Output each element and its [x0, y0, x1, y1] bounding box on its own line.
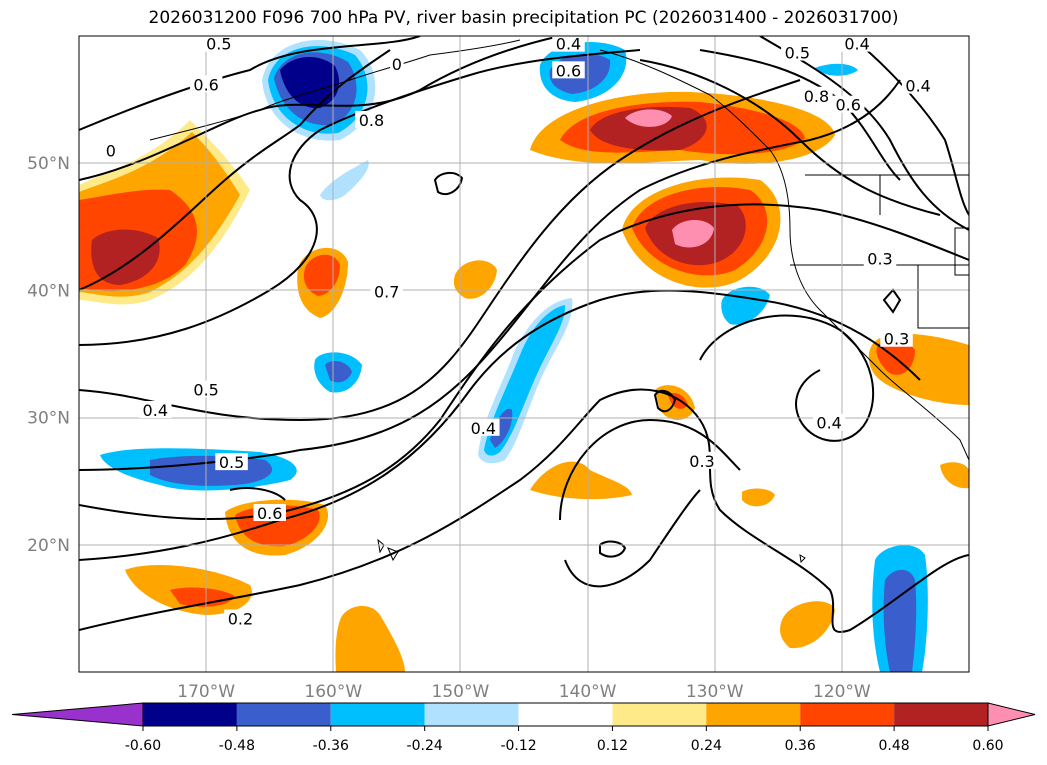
precip-shading [79, 40, 969, 672]
contour-label: 0.8 [359, 111, 384, 130]
contour-label: 0.6 [835, 96, 860, 115]
contour-label-bg [202, 36, 236, 52]
colorbar: -0.60 -0.48 -0.36 -0.24 -0.12 0.12 0.24 0.36 0.4… [11, 702, 1036, 754]
contour-label-bg [253, 504, 286, 521]
contour-label: 0.8 [804, 87, 829, 106]
contour-label: 0.6 [257, 504, 282, 523]
contour-label-bg [370, 282, 403, 300]
lon-tick-label: 140°W [559, 682, 617, 702]
lat-tick-label: 30°N [27, 409, 70, 429]
colorbar-frame [142, 702, 989, 727]
contour-label-bg [355, 110, 388, 128]
colorbar-tick-label: 0.60 [972, 738, 1003, 754]
lon-tick-label: 120°W [813, 682, 871, 702]
contour-label: 0.6 [193, 75, 218, 94]
contour-label: 0.7 [374, 283, 399, 302]
colorbar-tick-label: 0.48 [879, 738, 910, 754]
contour-label-bg [901, 76, 935, 94]
colorbar-segment [236, 703, 331, 726]
coastlines [149, 39, 969, 564]
contour-label-bg [880, 329, 913, 347]
lat-tick-label: 50°N [27, 154, 70, 174]
plot-frame [78, 35, 970, 673]
contour-label: 0.4 [905, 77, 930, 96]
contour-label-bg [189, 75, 223, 93]
contour-label: 0.5 [785, 44, 810, 63]
contour-label-bg [224, 609, 257, 627]
colorbar-tick-label: 0.36 [785, 738, 816, 754]
lon-tick-label: 130°W [686, 682, 744, 702]
colorbar-segment [330, 703, 425, 726]
latitude-labels: 20°N 30°N 40°N 50°N [27, 154, 70, 556]
lon-tick-label: 150°W [432, 682, 490, 702]
contour-label: 0 [106, 141, 116, 160]
contour-label-bg [189, 380, 223, 398]
colorbar-segment [424, 703, 519, 726]
colorbar-segment [706, 703, 801, 726]
contour-label-bg [390, 54, 404, 72]
lat-tick-label: 40°N [27, 281, 70, 301]
contour-label-bg [215, 453, 248, 471]
contour-label-bg [552, 61, 585, 79]
lon-tick-label: 170°W [177, 682, 235, 702]
contour-label-bg [467, 418, 500, 436]
colorbar-extend-high [987, 702, 1036, 727]
contour-label-bg [863, 249, 897, 267]
colorbar-extend-low [11, 702, 144, 727]
contour-label: 0.3 [689, 452, 714, 471]
contour-label-bg [800, 86, 833, 104]
contour-label: 0.2 [228, 610, 253, 629]
colorbar-segment [518, 703, 613, 726]
contour-label: 0.4 [844, 35, 869, 54]
colorbar-segment [612, 703, 707, 726]
map-title: 2026031200 F096 700 hPa PV, river basin … [148, 8, 899, 28]
colorbar-tick-label: -0.48 [219, 738, 255, 754]
lat-tick-label: 20°N [27, 536, 70, 556]
contour-label-bg [552, 36, 585, 52]
contour-label-bg [104, 141, 118, 159]
contour-label: 0.4 [556, 35, 581, 54]
contour-label: 0.4 [471, 419, 496, 438]
contour-label: 0.6 [556, 61, 581, 80]
contour-labels: 0.5 0.6 0 0.8 0.4 0.6 0.5 0.4 0.8 0.6 0.4 0 0.7 0.3 0.… [104, 35, 935, 629]
contour-label: 0.5 [206, 35, 231, 54]
colorbar-tick-label: -0.36 [313, 738, 349, 754]
contour-label: 0.5 [219, 453, 244, 472]
contour-label-bg [840, 36, 874, 52]
colorbar-segment [143, 703, 237, 726]
contour-label: 0 [392, 55, 402, 74]
colorbar-tick-label: 0.12 [597, 738, 628, 754]
contour-label: 0.3 [884, 330, 909, 349]
contour-label: 0.3 [867, 250, 892, 269]
contour-label-bg [831, 95, 865, 113]
contour-label-bg [781, 43, 814, 61]
colorbar-tick-label: -0.60 [125, 738, 161, 754]
contour-label-bg [685, 451, 719, 469]
contour-label-bg [812, 413, 846, 431]
colorbar-segment [894, 703, 988, 726]
contour-label-bg [139, 400, 172, 418]
contour-label: 0.4 [143, 401, 168, 420]
contour-label: 0.5 [193, 381, 218, 400]
lon-tick-label: 160°W [304, 682, 362, 702]
colorbar-tick-label: -0.24 [407, 738, 443, 754]
longitude-labels: 170°W 160°W 150°W 140°W 130°W 120°W [177, 682, 871, 702]
contour-label: 0.4 [816, 414, 841, 433]
colorbar-segment [800, 703, 895, 726]
colorbar-tick-label: 0.24 [691, 738, 722, 754]
gridlines [79, 36, 969, 672]
colorbar-tick-label: -0.12 [500, 738, 536, 754]
